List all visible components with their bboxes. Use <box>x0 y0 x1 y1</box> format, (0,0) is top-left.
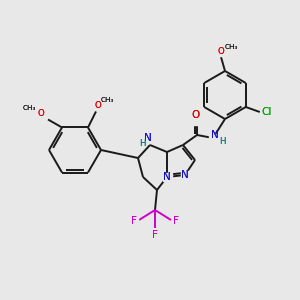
Bar <box>130 218 137 224</box>
Text: N: N <box>211 130 219 140</box>
Text: H: H <box>219 137 225 146</box>
Text: N: N <box>181 170 189 180</box>
Text: O: O <box>38 109 44 118</box>
Text: CH₃: CH₃ <box>224 44 238 50</box>
Bar <box>152 232 158 238</box>
Text: F: F <box>152 230 158 240</box>
Text: F: F <box>131 216 137 226</box>
Text: CH₃: CH₃ <box>22 106 36 112</box>
Text: F: F <box>131 216 137 226</box>
Text: N: N <box>163 172 171 182</box>
Bar <box>163 173 172 181</box>
Text: N: N <box>144 133 152 143</box>
Bar <box>181 171 190 179</box>
Text: CH₃: CH₃ <box>100 98 114 103</box>
Text: N: N <box>181 170 189 180</box>
Text: H: H <box>219 137 225 146</box>
Text: F: F <box>152 230 158 240</box>
Text: Cl: Cl <box>262 107 272 117</box>
Text: F: F <box>173 216 179 226</box>
Bar <box>208 134 217 142</box>
Text: N: N <box>211 130 219 140</box>
Bar <box>172 218 179 224</box>
Text: H: H <box>139 139 145 148</box>
Text: O: O <box>218 47 224 56</box>
Text: N: N <box>144 133 152 143</box>
Text: CH₃: CH₃ <box>224 44 238 50</box>
Bar <box>261 108 273 116</box>
Bar <box>217 49 225 56</box>
Text: O: O <box>218 47 224 56</box>
Text: O: O <box>38 109 44 118</box>
Text: O: O <box>94 101 101 110</box>
Text: CH₃: CH₃ <box>100 98 114 103</box>
Bar <box>144 134 152 142</box>
Text: Cl: Cl <box>262 107 272 117</box>
Text: F: F <box>173 216 179 226</box>
Bar <box>193 117 202 125</box>
Text: O: O <box>191 110 199 120</box>
Text: O: O <box>94 101 101 110</box>
Bar <box>94 102 102 109</box>
Text: N: N <box>163 172 171 182</box>
Bar <box>37 110 45 117</box>
Text: O: O <box>191 110 199 120</box>
Text: CH₃: CH₃ <box>22 106 36 112</box>
Text: H: H <box>139 139 145 148</box>
